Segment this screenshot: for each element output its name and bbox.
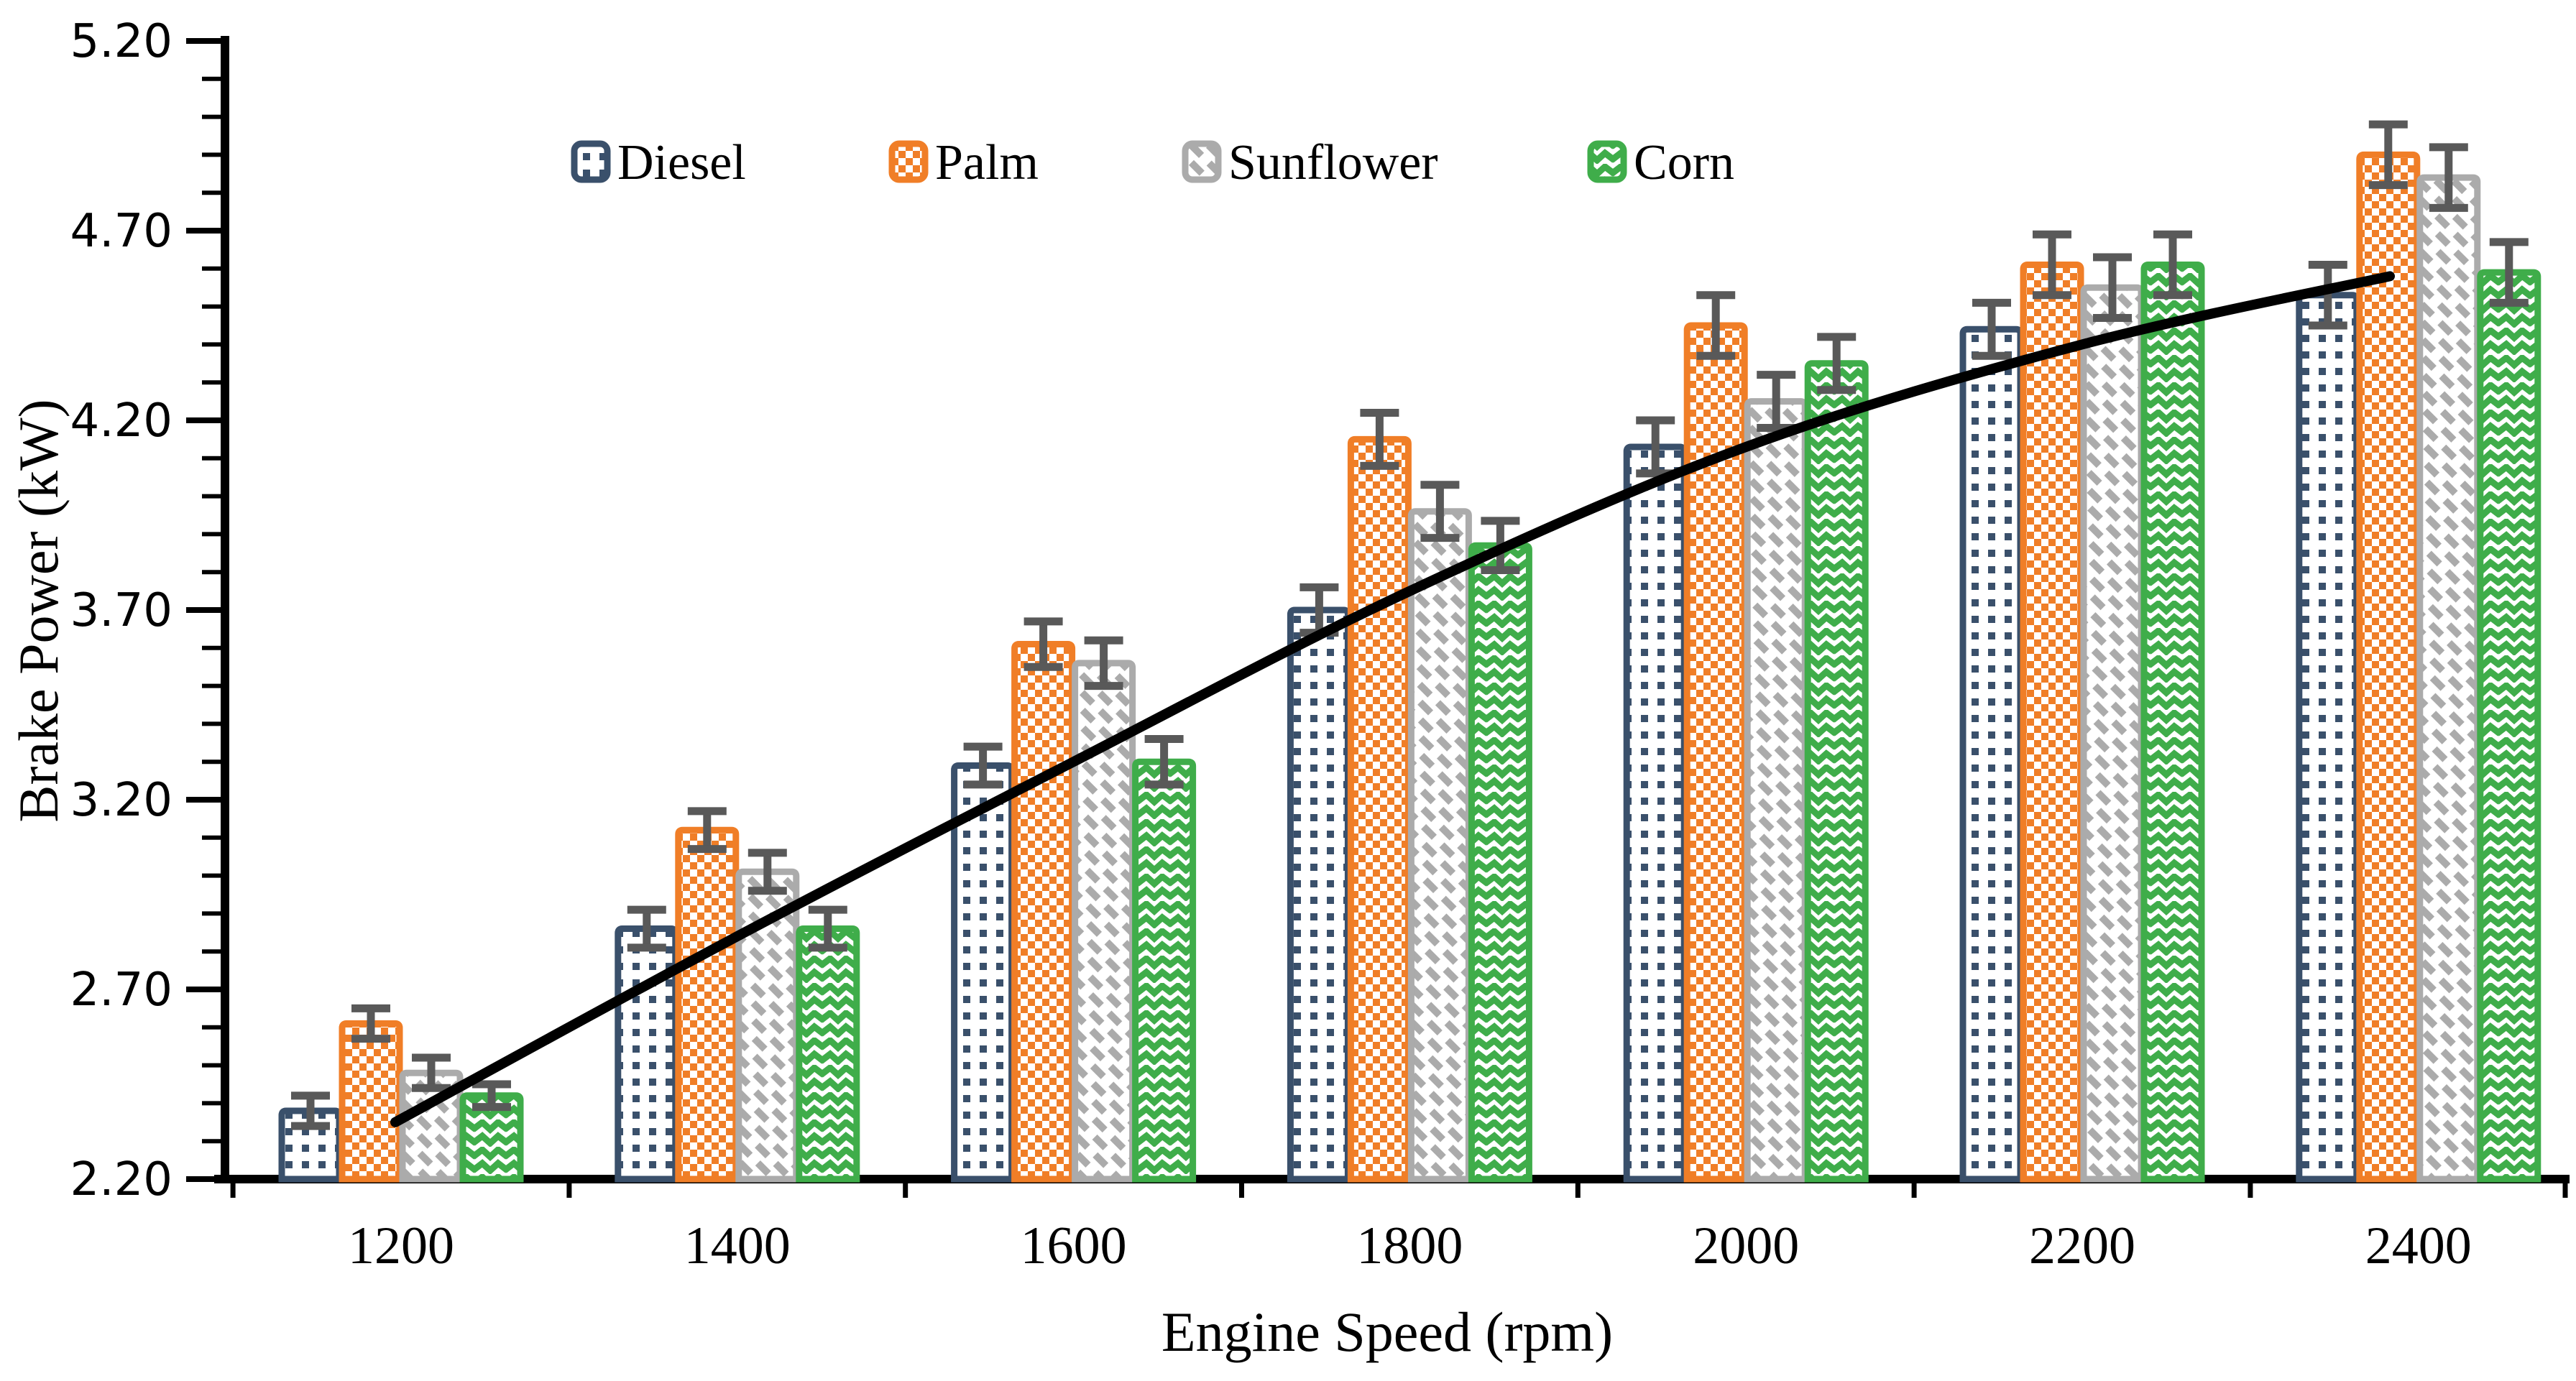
- error-bar-sunflower-1600: [1084, 636, 1123, 690]
- bar-sunflower-2400: [2416, 174, 2481, 1183]
- error-bar-corn-1200: [472, 1080, 511, 1112]
- bar-corn-1600: [1132, 758, 1197, 1183]
- legend-swatch-diesel: [571, 140, 611, 183]
- legend-label-corn: Corn: [1634, 135, 1734, 190]
- legend-label-sunflower: Sunflower: [1228, 135, 1438, 190]
- bar-diesel-1600: [951, 762, 1016, 1183]
- bar-palm-2000: [1683, 322, 1748, 1183]
- y-tick-label: 3.20: [70, 774, 173, 827]
- x-tick-label: 1600: [1021, 1216, 1127, 1275]
- x-tick-label: 2000: [1693, 1216, 1799, 1275]
- bar-corn-1200: [459, 1092, 524, 1183]
- legend-label-palm: Palm: [935, 135, 1039, 190]
- error-bar-diesel-2200: [1972, 298, 2011, 360]
- error-bar-palm-1600: [1024, 617, 1063, 671]
- y-tick-label: 2.20: [70, 1153, 173, 1206]
- bar-diesel-2400: [2296, 292, 2360, 1183]
- bar-corn-1800: [1468, 542, 1532, 1183]
- legend-swatch-sunflower: [1182, 140, 1222, 183]
- trend-line: [390, 271, 2395, 1127]
- error-bar-palm-1400: [687, 807, 727, 854]
- bar-diesel-1400: [615, 925, 679, 1183]
- bar-palm-1200: [339, 1020, 403, 1183]
- error-bar-palm-1200: [351, 1004, 390, 1043]
- legend-swatch-corn: [1587, 140, 1627, 183]
- bar-diesel-2000: [1623, 443, 1688, 1183]
- error-bar-sunflower-2200: [2093, 253, 2132, 322]
- error-bars: [291, 120, 2529, 1130]
- bar-diesel-1800: [1287, 606, 1351, 1183]
- bar-palm-1600: [1011, 641, 1076, 1183]
- bar-series: [278, 151, 2542, 1183]
- error-bar-sunflower-2400: [2429, 143, 2468, 212]
- bar-sunflower-1400: [735, 868, 800, 1183]
- error-bar-diesel-1400: [627, 905, 666, 952]
- error-bar-sunflower-1400: [748, 849, 787, 895]
- x-tick-label: 2200: [2029, 1216, 2135, 1275]
- legend-item-diesel: Diesel: [571, 135, 746, 190]
- error-bar-diesel-2400: [2308, 261, 2347, 330]
- bar-sunflower-1800: [1407, 508, 1472, 1183]
- x-axis-title: Engine Speed (rpm): [1162, 1301, 1613, 1363]
- error-bar-palm-2200: [2033, 230, 2071, 300]
- legend-item-sunflower: Sunflower: [1182, 135, 1438, 190]
- error-bar-palm-2400: [2368, 120, 2408, 190]
- bar-sunflower-2000: [1744, 398, 1808, 1183]
- y-axis-title: Brake Power (kW): [7, 399, 70, 822]
- error-bar-corn-2200: [2153, 230, 2192, 300]
- legend: Diesel Palm Sunflower Corn: [571, 135, 1734, 190]
- bar-palm-2200: [2020, 262, 2084, 1183]
- bar-corn-2200: [2140, 262, 2205, 1183]
- series-sunflower: [399, 174, 2481, 1183]
- x-tick-label: 1200: [348, 1216, 454, 1275]
- legend-swatch-palm: [888, 140, 929, 183]
- error-bar-corn-1400: [808, 905, 847, 952]
- x-tick-label: 1400: [684, 1216, 791, 1275]
- bar-corn-2000: [1804, 360, 1869, 1183]
- series-corn: [459, 262, 2542, 1183]
- bar-corn-2400: [2477, 269, 2542, 1183]
- error-bar-corn-2000: [1817, 333, 1857, 394]
- error-bar-sunflower-1200: [412, 1053, 451, 1092]
- bar-diesel-2200: [1959, 325, 2024, 1183]
- y-tick-label: 4.20: [70, 394, 173, 448]
- y-tick-label: 5.20: [70, 15, 173, 68]
- error-bar-corn-1600: [1144, 735, 1184, 789]
- error-bar-sunflower-1800: [1420, 481, 1460, 542]
- axes: 2.20 2.70 3.20 3.70 4.20 4.70 5.20 1200 1400 1600…: [70, 15, 2570, 1275]
- series-palm: [339, 151, 2421, 1183]
- bar-sunflower-2200: [2080, 284, 2145, 1183]
- y-tick-label: 3.70: [70, 584, 173, 637]
- bar-palm-1400: [675, 826, 740, 1183]
- bar-palm-1800: [1347, 435, 1412, 1183]
- bar-sunflower-1600: [1072, 660, 1136, 1183]
- x-tick-label: 1800: [1356, 1216, 1463, 1275]
- y-tick-label: 4.70: [70, 205, 173, 258]
- error-bar-corn-2400: [2489, 238, 2529, 307]
- error-bar-diesel-1200: [291, 1091, 330, 1130]
- error-bar-palm-1800: [1360, 408, 1399, 470]
- error-bar-palm-2000: [1696, 291, 1736, 360]
- x-tick-label: 2400: [2365, 1216, 2472, 1275]
- bar-corn-1400: [796, 925, 860, 1183]
- y-tick-label: 2.70: [70, 964, 173, 1017]
- legend-item-corn: Corn: [1587, 135, 1734, 190]
- legend-label-diesel: Diesel: [617, 135, 746, 190]
- bar-palm-2400: [2356, 151, 2421, 1183]
- legend-item-palm: Palm: [888, 135, 1039, 190]
- error-bar-diesel-1600: [963, 742, 1003, 789]
- trend-line-group: [390, 271, 2395, 1127]
